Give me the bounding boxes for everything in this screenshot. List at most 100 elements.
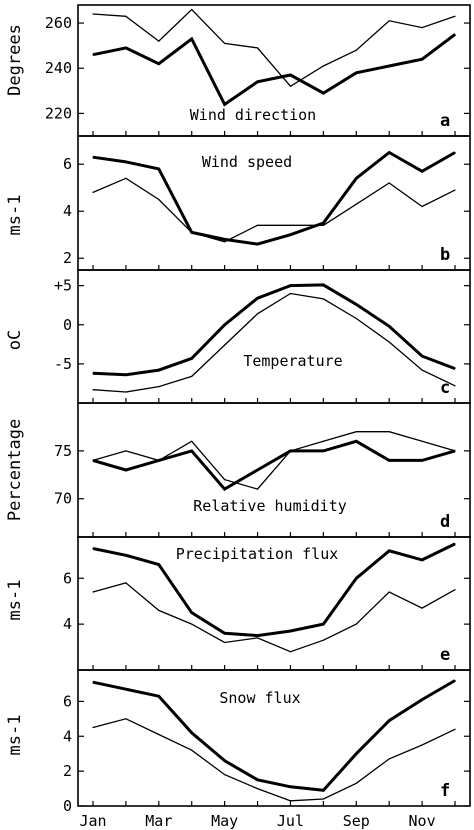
data-point xyxy=(224,760,226,762)
data-point xyxy=(355,753,357,755)
data-point xyxy=(256,787,259,790)
data-point xyxy=(322,65,324,67)
data-point xyxy=(158,168,160,170)
y-tick-label: 6 xyxy=(63,569,72,587)
data-point xyxy=(322,92,324,94)
data-point xyxy=(158,369,160,371)
data-point xyxy=(388,758,390,760)
panel-title: Relative humidity xyxy=(193,497,347,515)
data-point xyxy=(125,554,127,556)
panel-b: 2 4 6 ms-1 Wind speed b xyxy=(5,135,471,271)
data-point xyxy=(125,374,127,376)
panel-title: Temperature xyxy=(243,352,342,370)
data-point xyxy=(92,372,94,374)
data-point xyxy=(421,607,423,609)
data-point xyxy=(191,440,193,442)
panel-letter: c xyxy=(440,378,450,398)
data-point xyxy=(125,582,127,584)
data-point xyxy=(191,8,193,11)
data-point xyxy=(224,324,226,326)
x-tick-label: Jul xyxy=(277,812,304,830)
data-point xyxy=(355,303,357,306)
y-axis-label: ms-1 xyxy=(5,715,25,756)
data-point xyxy=(191,450,193,452)
series-line-thick xyxy=(92,150,456,246)
y-tick-label: 6 xyxy=(63,692,72,710)
data-point xyxy=(289,450,292,452)
data-point xyxy=(388,182,390,184)
data-point xyxy=(158,63,160,65)
data-point xyxy=(388,550,390,552)
data-point xyxy=(355,431,357,433)
y-tick-label: 75 xyxy=(54,442,72,460)
data-point xyxy=(224,238,226,241)
data-point xyxy=(454,728,456,730)
data-point xyxy=(421,369,423,371)
data-point xyxy=(355,577,357,579)
data-point xyxy=(158,733,160,736)
data-point xyxy=(158,198,160,201)
data-point xyxy=(256,779,259,781)
data-point xyxy=(421,744,423,746)
panel-a: 220 240 260 Degrees Wind direction a xyxy=(5,4,471,137)
x-tick-label: May xyxy=(211,812,238,830)
panel-c-frame xyxy=(77,269,471,404)
data-point xyxy=(454,450,456,452)
data-point xyxy=(92,681,94,683)
data-point xyxy=(92,547,94,550)
data-point xyxy=(421,355,423,357)
y-tick-label: 70 xyxy=(54,490,72,508)
data-point xyxy=(256,488,259,490)
panel-c: -5 0 +5 oC Temperature c xyxy=(5,269,471,404)
data-point xyxy=(256,297,259,299)
data-point xyxy=(421,26,423,29)
panel-title: Wind direction xyxy=(190,106,316,124)
data-point xyxy=(158,459,160,462)
data-point xyxy=(125,47,127,49)
data-point xyxy=(289,224,292,226)
data-point xyxy=(388,65,390,67)
data-point xyxy=(454,385,456,387)
panel-e: 4 6 ms-1 Precipitation flux e xyxy=(5,536,471,671)
panel-letter: e xyxy=(440,645,450,665)
y-tick-label: 220 xyxy=(45,104,72,122)
data-point xyxy=(322,440,324,442)
data-point xyxy=(256,81,259,83)
data-point xyxy=(454,33,456,35)
data-point xyxy=(256,313,259,315)
data-point xyxy=(158,40,160,42)
x-tick-label: Jan xyxy=(79,812,106,830)
data-point xyxy=(224,632,226,634)
data-point xyxy=(322,224,324,226)
data-point xyxy=(224,478,226,481)
data-point xyxy=(158,563,160,566)
data-point xyxy=(355,440,357,442)
data-point xyxy=(92,389,94,391)
series-line-thick xyxy=(92,283,456,377)
data-point xyxy=(421,170,423,172)
data-point xyxy=(289,285,292,287)
data-point xyxy=(289,651,292,653)
data-point xyxy=(92,591,94,593)
data-point xyxy=(191,623,193,625)
data-point xyxy=(388,591,390,593)
data-point xyxy=(158,609,160,611)
data-point xyxy=(256,469,259,471)
data-point xyxy=(125,391,127,393)
x-tick-label: Nov xyxy=(409,812,436,830)
data-point xyxy=(322,798,324,800)
data-point xyxy=(256,47,259,49)
y-tick-label: 2 xyxy=(63,249,72,267)
data-point xyxy=(224,774,226,776)
series-line-thin xyxy=(92,177,456,243)
data-point xyxy=(125,469,127,471)
data-point xyxy=(454,543,456,545)
data-point xyxy=(355,623,357,625)
y-tick-label: 0 xyxy=(63,797,72,815)
data-point xyxy=(191,231,193,233)
y-tick-label: 4 xyxy=(63,615,72,633)
series-line-thick xyxy=(92,439,456,492)
data-point xyxy=(92,54,94,56)
data-point xyxy=(322,222,324,224)
